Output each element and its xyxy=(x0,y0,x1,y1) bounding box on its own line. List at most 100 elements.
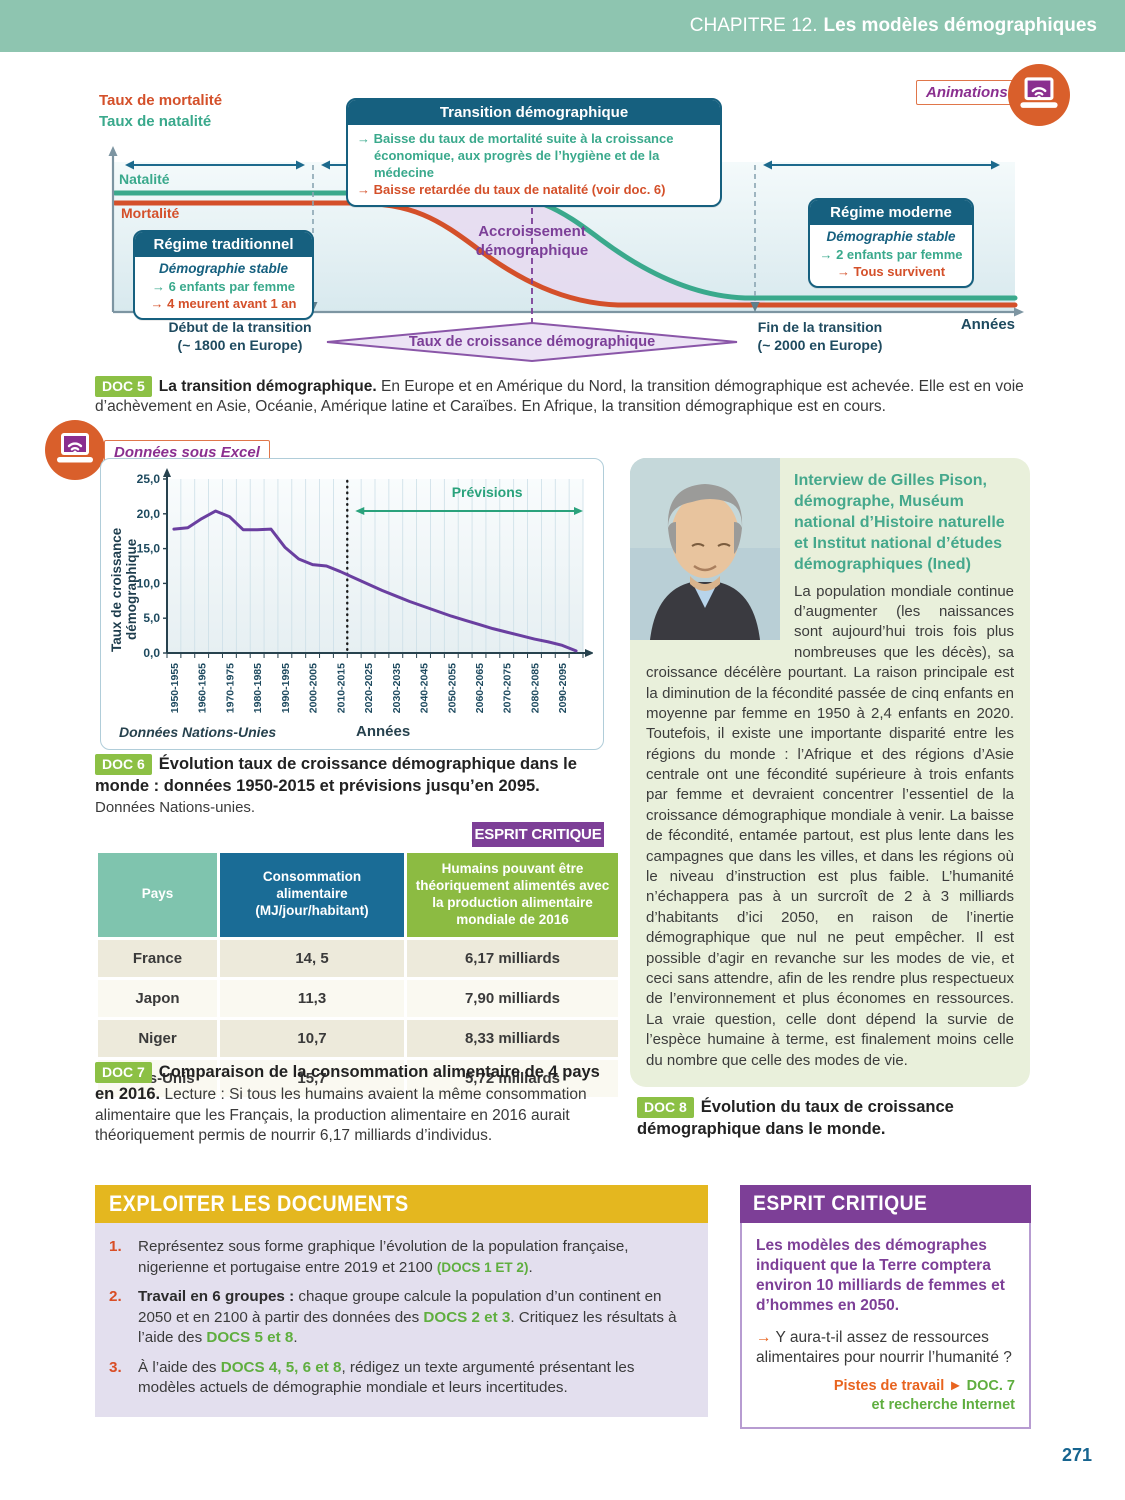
critique-question: → Y aura-t-il assez de ressources aliment… xyxy=(756,1328,1015,1368)
svg-text:10,0: 10,0 xyxy=(137,576,161,590)
item-text: Représentez sous forme graphique l’évolu… xyxy=(138,1237,692,1278)
item-number: 3. xyxy=(109,1358,122,1376)
header-humains: Humains pouvant être théoriquement alime… xyxy=(407,853,618,937)
svg-text:2060-2065: 2060-2065 xyxy=(474,663,486,713)
svg-text:1980-1985: 1980-1985 xyxy=(252,663,264,713)
doc5-badge: DOC 5 xyxy=(95,376,152,398)
item3-text: À l’aide des xyxy=(138,1358,221,1376)
doc7-badge: DOC 7 xyxy=(95,1062,152,1084)
doc6-caption-source: Données Nations-unies. xyxy=(95,798,256,816)
table-header-row: Pays Consommation alimentaire (MJ/jour/h… xyxy=(98,853,618,937)
svg-text:2040-2045: 2040-2045 xyxy=(419,663,431,713)
doc5-caption-title: La transition démographique. xyxy=(158,378,377,395)
growth-rate-chart: Taux de croissance démographique 0,0 5,0 1… xyxy=(100,458,604,750)
cell-humains: 6,17 milliards xyxy=(407,939,618,977)
y-axis-arrow xyxy=(108,146,118,156)
transition-end-line2: (~ 2000 en Europe) xyxy=(757,337,883,353)
svg-text:1990-1995: 1990-1995 xyxy=(280,663,292,713)
cell-pays: France xyxy=(98,939,217,977)
item1-text-end: . xyxy=(528,1258,533,1276)
doc5-caption: DOC 5 La transition démographique. En Eur… xyxy=(95,376,1040,418)
chart-plot: 0,0 5,0 10,0 15,0 20,0 25,0 1950-1955 1960-1965… xyxy=(137,468,593,713)
pistes-doc-ref: DOC. 7 xyxy=(966,1377,1015,1394)
portrait-photo xyxy=(630,458,780,640)
food-consumption-table: Pays Consommation alimentaire (MJ/jour/h… xyxy=(95,850,621,1100)
svg-text:2080-2085: 2080-2085 xyxy=(529,663,541,713)
doc7-caption-title: Comparaison de la consommation alimentai… xyxy=(95,1063,600,1103)
phase-arrowheads xyxy=(125,160,1000,170)
interview-body: La population mondiale continue d’augmen… xyxy=(646,582,1014,1069)
item2-bold-lead: Travail en 6 groupes : xyxy=(138,1288,295,1306)
table-row: Niger 10,7 8,33 milliards xyxy=(98,1019,618,1057)
item-number: 2. xyxy=(109,1288,122,1306)
doc6-badge: DOC 6 xyxy=(95,754,152,776)
item3-doc-ref: DOCS 4, 5, 6 et 8 xyxy=(220,1358,342,1376)
table-row: Japon 11,3 7,90 milliards xyxy=(98,979,618,1017)
header-consommation: Consommation alimentaire (MJ/jour/habita… xyxy=(220,853,404,937)
transition-end-line1: Fin de la transition xyxy=(757,319,883,335)
growth-rate-diamond xyxy=(326,321,738,363)
doc7-caption: DOC 7 Comparaison de la consommation alim… xyxy=(95,1062,623,1146)
item-text: À l’aide des DOCS 4, 5, 6 et 8, rédigez … xyxy=(138,1358,692,1399)
svg-text:Prévisions: Prévisions xyxy=(452,484,523,500)
traditional-regime-births: → 6 enfants par femme xyxy=(151,279,296,294)
modern-regime-subtitle: Démographie stable xyxy=(826,229,956,244)
item2-text: chaque groupe calcule la population d’un… xyxy=(138,1288,662,1326)
modern-regime-box: Régime moderne Démographie stable → 2 en… xyxy=(808,198,974,288)
exercise-item-2: 2. Travail en 6 groupes : chaque groupe … xyxy=(109,1287,692,1349)
doc5-caption-text: En Europe et en Amérique du Nord, la tra… xyxy=(95,378,1024,416)
page-number: 271 xyxy=(1062,1445,1093,1465)
transition-box: Transition démographique → Baisse du tau… xyxy=(346,98,722,207)
years-axis-label: Années xyxy=(960,316,1015,333)
cell-humains: 5,72 milliards xyxy=(407,1059,618,1097)
critique-hints: Pistes de travail ► DOC. 7 et recherche … xyxy=(756,1377,1015,1415)
axis-label-natality: Taux de natalité xyxy=(99,113,212,130)
doc8-caption: DOC 8 Évolution du taux de croissance dém… xyxy=(637,1097,1025,1141)
svg-text:1960-1965: 1960-1965 xyxy=(197,663,209,713)
doc6-caption-title: Évolution taux de croissance démographiq… xyxy=(95,755,577,795)
chapter-name: Les modèles démographiques xyxy=(823,15,1097,36)
item-text: Travail en 6 groupes : chaque groupe cal… xyxy=(138,1287,692,1349)
item2-doc-ref1: DOCS 2 et 3 xyxy=(423,1308,511,1326)
exploiter-header: EXPLOITER LES DOCUMENTS xyxy=(95,1185,708,1223)
traditional-regime-deaths: → 4 meurent avant 1 an xyxy=(150,296,297,311)
arrow-icon: → xyxy=(756,1328,772,1346)
svg-text:1970-1975: 1970-1975 xyxy=(224,663,236,713)
esprit-critique-header: ESPRIT CRITIQUE xyxy=(740,1185,1031,1223)
exercise-item-3: 3. À l’aide des DOCS 4, 5, 6 et 8, rédig… xyxy=(109,1358,692,1399)
triangle-arrow-icon: ► xyxy=(948,1377,963,1394)
axis-label-mortality: Taux de mortalité xyxy=(99,92,223,109)
esprit-critique-box: ESPRIT CRITIQUE Les modèles des démograp… xyxy=(740,1185,1031,1429)
cell-conso: 10,7 xyxy=(220,1019,404,1057)
modern-regime-deaths: → Tous survivent xyxy=(836,264,946,279)
cell-pays: Japon xyxy=(98,979,217,1017)
doc8-badge: DOC 8 xyxy=(637,1097,694,1119)
traditional-regime-title: Régime traditionnel xyxy=(135,232,312,257)
laptop-wifi-icon[interactable] xyxy=(1008,64,1070,126)
natality-curve-label: Natalité xyxy=(119,171,170,187)
chart-x-axis-title: Années xyxy=(356,723,411,740)
svg-text:20,0: 20,0 xyxy=(137,507,161,521)
svg-text:15,0: 15,0 xyxy=(137,542,161,556)
transition-bullet-mortality: → Baisse du taux de mortalité suite à la… xyxy=(357,131,674,180)
esprit-critique-title: ESPRIT CRITIQUE xyxy=(753,1192,928,1215)
svg-text:1950-1955: 1950-1955 xyxy=(169,663,181,713)
item3-text-end: , rédigez un texte argumenté présentant … xyxy=(138,1358,635,1397)
svg-text:2010-2015: 2010-2015 xyxy=(335,663,347,713)
traditional-regime-subtitle: Démographie stable xyxy=(158,261,289,276)
transition-end-arrow xyxy=(750,302,760,312)
mortality-curve-label: Mortalité xyxy=(121,205,180,221)
pistes-internet: et recherche Internet xyxy=(871,1396,1015,1413)
animations-badge[interactable]: Animations xyxy=(916,80,1018,105)
interview-heading: Interview de Gilles Pison, démographe, M… xyxy=(794,472,1005,574)
header-pays: Pays xyxy=(98,853,217,937)
svg-text:0,0: 0,0 xyxy=(143,646,160,660)
table-row: France 14, 5 6,17 milliards xyxy=(98,939,618,977)
svg-text:2070-2075: 2070-2075 xyxy=(502,663,514,713)
critique-statement: Les modèles des démographes indiquent qu… xyxy=(756,1237,1005,1315)
cell-pays: Niger xyxy=(98,1019,217,1057)
svg-text:2020-2025: 2020-2025 xyxy=(363,663,375,713)
laptop-wifi-icon[interactable] xyxy=(45,420,107,482)
modern-regime-births: → 2 enfants par femme xyxy=(819,247,963,262)
item2-text2: . Critiquez les résultats à l’aide des xyxy=(138,1308,677,1347)
